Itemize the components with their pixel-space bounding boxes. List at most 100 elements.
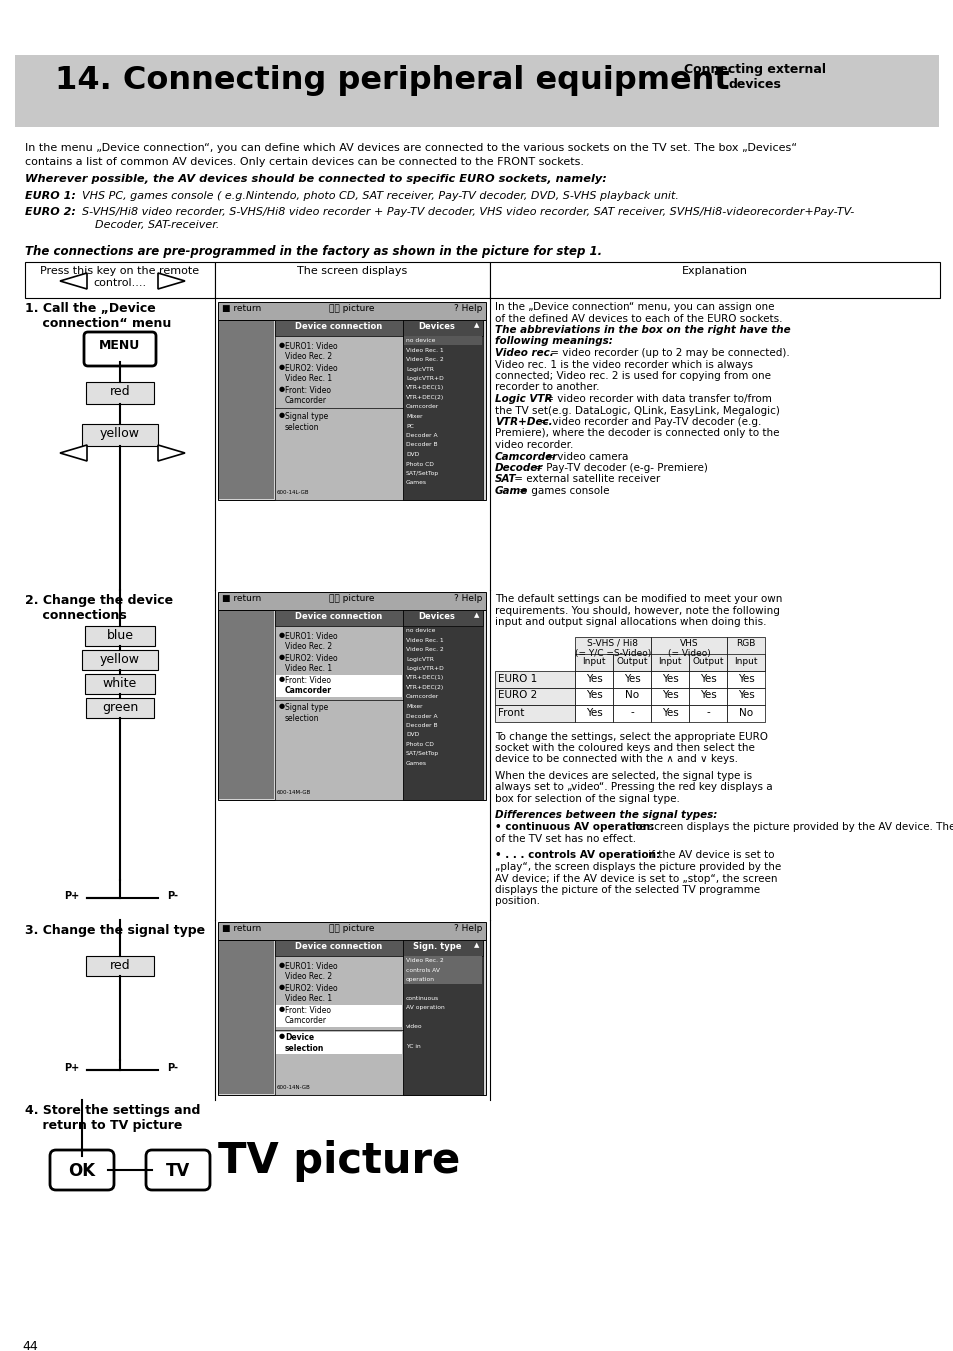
Text: In the menu „Device connection“, you can define which AV devices are connected t: In the menu „Device connection“, you can… [25, 143, 797, 153]
Bar [688, 704, 726, 721]
Text: Explanation: Explanation [681, 266, 747, 276]
Text: SAT: SAT [495, 474, 517, 485]
Text: requirements. You should, however, note the following: requirements. You should, however, note … [495, 605, 779, 616]
Text: 1. Call the „Device
    connection“ menu: 1. Call the „Device connection“ menu [25, 303, 172, 330]
Text: Decoder A: Decoder A [406, 434, 437, 438]
Bar [218, 303, 485, 320]
Bar [575, 704, 613, 721]
Text: VHS PC, games console ( e.g.Nintendo, photo CD, SAT receiver, Pay-TV decoder, DV: VHS PC, games console ( e.g.Nintendo, ph… [82, 190, 679, 201]
Text: Mixer: Mixer [406, 704, 422, 709]
Bar [495, 670, 575, 688]
Bar [402, 320, 482, 336]
Bar [402, 611, 482, 800]
Text: LogicVTR: LogicVTR [406, 657, 434, 662]
Bar [688, 654, 726, 670]
Text: EURO2: Video: EURO2: Video [285, 363, 337, 373]
Text: VTR+DEC(2): VTR+DEC(2) [406, 685, 444, 690]
FancyBboxPatch shape [50, 1150, 113, 1190]
Text: operation: operation [406, 977, 435, 982]
Text: = Pay-TV decoder (e-g- Premiere): = Pay-TV decoder (e-g- Premiere) [531, 463, 707, 473]
Text: ●: ● [278, 342, 285, 349]
Text: EURO 1: EURO 1 [497, 674, 537, 684]
Text: -: - [705, 708, 709, 717]
Text: ●: ● [278, 676, 285, 682]
Text: -: - [630, 708, 633, 717]
Text: video: video [406, 1024, 422, 1029]
Bar [650, 654, 688, 670]
Text: LogicVTR+D: LogicVTR+D [406, 666, 443, 671]
Bar [82, 650, 158, 670]
Text: No: No [624, 690, 639, 701]
Text: selection: selection [285, 423, 319, 432]
Text: Video Rec. 2: Video Rec. 2 [285, 642, 332, 651]
Bar [575, 654, 613, 670]
Text: P+: P+ [64, 1063, 79, 1073]
Text: white: white [103, 677, 137, 690]
Text: Yes: Yes [661, 674, 678, 684]
Bar [274, 611, 402, 800]
Text: = video camera: = video camera [541, 451, 627, 462]
Text: = external satellite receiver: = external satellite receiver [510, 474, 659, 485]
Text: Device connection: Device connection [295, 322, 382, 331]
Bar [726, 688, 764, 704]
Text: selection: selection [285, 1044, 324, 1052]
Text: ■ return: ■ return [222, 924, 261, 934]
Text: VTR+DEC(2): VTR+DEC(2) [406, 394, 444, 400]
Text: ■ return: ■ return [222, 304, 261, 313]
Bar [218, 940, 485, 1096]
Bar [85, 626, 154, 646]
Text: Devices: Devices [418, 322, 455, 331]
Text: The connections are pre-programmed in the factory as shown in the picture for st: The connections are pre-programmed in th… [25, 245, 601, 258]
Text: of the TV set has no effect.: of the TV set has no effect. [495, 834, 636, 844]
Text: PC: PC [406, 423, 414, 428]
Bar [86, 382, 153, 404]
Text: Signal type: Signal type [285, 703, 328, 712]
Text: = video recorder and Pay-TV decoder (e.g.: = video recorder and Pay-TV decoder (e.g… [536, 417, 760, 427]
Text: video recorder.: video recorder. [495, 440, 573, 450]
Text: P+: P+ [64, 892, 79, 901]
Bar [613, 704, 650, 721]
Text: The default settings can be modified to meet your own: The default settings can be modified to … [495, 594, 781, 604]
Text: 600-14L-GB: 600-14L-GB [276, 490, 309, 494]
Text: Video Rec. 1: Video Rec. 1 [285, 663, 332, 673]
Bar [218, 611, 485, 800]
Text: AV operation: AV operation [406, 1005, 444, 1011]
Text: always set to „video“. Pressing the red key displays a: always set to „video“. Pressing the red … [495, 782, 772, 793]
Text: VTR+DEC(1): VTR+DEC(1) [406, 385, 444, 390]
Text: Yes: Yes [623, 674, 639, 684]
Text: TV picture: TV picture [218, 1140, 459, 1182]
Text: Camcorder: Camcorder [406, 694, 438, 700]
Text: P-: P- [168, 892, 178, 901]
Text: red: red [110, 385, 131, 399]
Text: No: No [739, 708, 752, 717]
Bar [613, 670, 650, 688]
Text: Video Rec. 2: Video Rec. 2 [406, 357, 443, 362]
Polygon shape [158, 273, 185, 289]
Text: Input: Input [658, 657, 681, 666]
Bar [650, 688, 688, 704]
Text: Yes: Yes [585, 674, 601, 684]
Text: Camcorder: Camcorder [406, 404, 438, 409]
Text: if the AV device is set to: if the AV device is set to [644, 851, 774, 861]
Text: Ⓣⓙ picture: Ⓣⓙ picture [329, 304, 375, 313]
Text: ●: ● [278, 363, 285, 370]
Bar [274, 320, 402, 336]
Text: When the devices are selected, the signal type is: When the devices are selected, the signa… [495, 771, 751, 781]
Text: socket with the coloured keys and then select the: socket with the coloured keys and then s… [495, 743, 754, 753]
Bar [402, 611, 482, 626]
Text: Front: Video: Front: Video [285, 1006, 331, 1015]
Text: Video Rec. 2: Video Rec. 2 [406, 647, 443, 653]
Bar [218, 921, 485, 940]
Text: Yes: Yes [585, 690, 601, 701]
Text: S-VHS / Hi8
(= Y/C =S-Video): S-VHS / Hi8 (= Y/C =S-Video) [575, 639, 651, 658]
Polygon shape [158, 444, 185, 461]
Text: 14. Connecting peripheral equipment: 14. Connecting peripheral equipment [55, 65, 729, 96]
Text: • . . . controls AV operation:: • . . . controls AV operation: [495, 851, 659, 861]
Text: Decoder: Decoder [495, 463, 543, 473]
Text: ? Help: ? Help [453, 924, 481, 934]
Text: box for selection of the signal type.: box for selection of the signal type. [495, 794, 679, 804]
Bar [274, 611, 402, 626]
Polygon shape [60, 273, 87, 289]
Text: red: red [110, 959, 131, 971]
Text: = video recorder with data transfer to/from: = video recorder with data transfer to/f… [541, 394, 771, 404]
